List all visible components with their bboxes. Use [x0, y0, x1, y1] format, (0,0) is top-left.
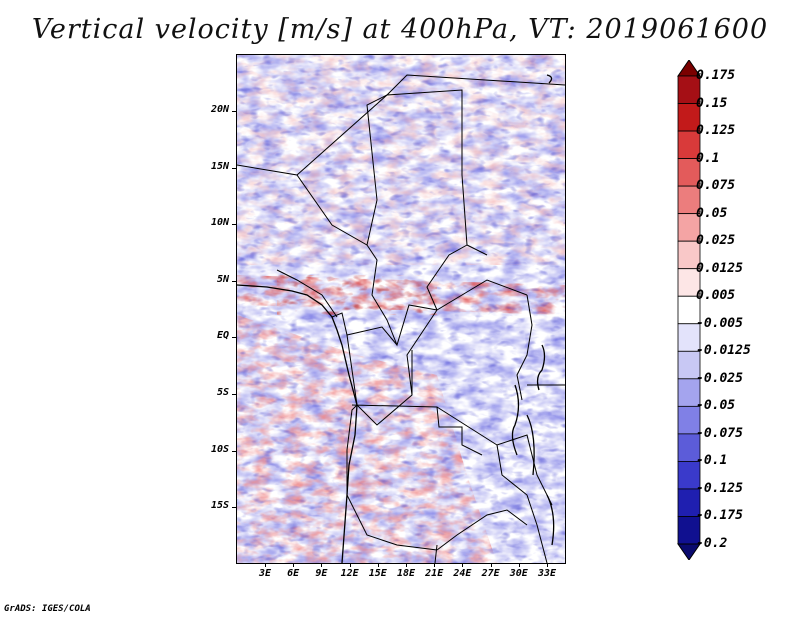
lon-tick	[490, 563, 492, 567]
colorbar-label: 0.1	[696, 150, 720, 166]
lat-tick	[232, 337, 236, 339]
lon-label: 18E	[396, 568, 416, 579]
lon-label: 30E	[509, 568, 528, 579]
lat-tick	[232, 167, 236, 169]
colorbar-label: 0.125	[696, 123, 736, 139]
lat-tick	[232, 111, 236, 112]
lat-label: 5N	[216, 273, 229, 285]
colorbar	[677, 60, 701, 560]
colorbar-label: -0.1	[696, 453, 728, 469]
lat-tick	[232, 280, 236, 282]
country-borders	[237, 74, 565, 563]
colorbar-label: -0.05	[696, 398, 736, 414]
lon-tick	[377, 563, 379, 567]
lon-tick	[406, 563, 407, 567]
colorbar-label: 0.025	[696, 233, 736, 249]
lon-label: 15E	[368, 568, 387, 579]
lon-tick	[462, 563, 464, 567]
lon-label: 21E	[425, 568, 444, 579]
colorbar-label: -0.2	[696, 536, 728, 551]
colorbar-label: -0.0125	[696, 343, 751, 359]
lon-tick	[434, 563, 436, 567]
strong-field	[237, 55, 565, 563]
lon-tick	[349, 563, 351, 567]
chart-title: Vertical velocity [m/s] at 400hPa, VT: 2…	[31, 14, 769, 45]
credit-label: GrADS: IGES/COLA	[4, 604, 91, 614]
lat-label: EQ	[216, 330, 229, 342]
colorbar-label: 0.0125	[696, 260, 743, 276]
colorbar-label: -0.075	[696, 425, 743, 441]
lon-label: 12E	[340, 568, 359, 579]
lat-label: 20N	[210, 104, 229, 115]
colorbar-label: 0.175	[696, 68, 736, 83]
lat-label: 5S	[216, 387, 229, 398]
lon-label: 9E	[315, 568, 328, 579]
colorbar-label: 0.075	[696, 178, 736, 194]
velocity-field	[237, 55, 565, 563]
lon-label: 24E	[453, 568, 472, 579]
lat-label: 15S	[210, 500, 229, 512]
lon-tick	[518, 563, 520, 567]
map-panel	[236, 54, 566, 564]
lat-tick	[232, 450, 236, 452]
lat-tick	[232, 394, 236, 395]
colorbar-label: -0.025	[696, 370, 743, 386]
coastline	[237, 74, 555, 563]
colorbar-label: -0.005	[696, 315, 743, 331]
colorbar-label: -0.125	[696, 480, 743, 496]
lat-label: 10S	[210, 443, 229, 455]
lat-tick	[232, 224, 236, 226]
colorbar-bottom-arrow	[677, 543, 701, 560]
lon-label: 3E	[258, 568, 272, 579]
lat-tick	[232, 507, 236, 509]
colorbar-label: -0.175	[696, 508, 743, 524]
lon-tick	[321, 563, 323, 567]
colorbar-label: 0.005	[696, 288, 736, 304]
lon-tick	[547, 563, 548, 567]
colorbar-label: 0.15	[696, 95, 728, 111]
lon-label: 6E	[287, 568, 300, 579]
lon-label: 33E	[537, 568, 557, 579]
lat-label: 10N	[210, 217, 229, 229]
colorbar-label: 0.05	[696, 205, 728, 221]
lon-tick	[265, 563, 266, 567]
lat-label: 15N	[210, 160, 229, 172]
lon-label: 27E	[481, 568, 500, 579]
lon-tick	[293, 563, 295, 567]
